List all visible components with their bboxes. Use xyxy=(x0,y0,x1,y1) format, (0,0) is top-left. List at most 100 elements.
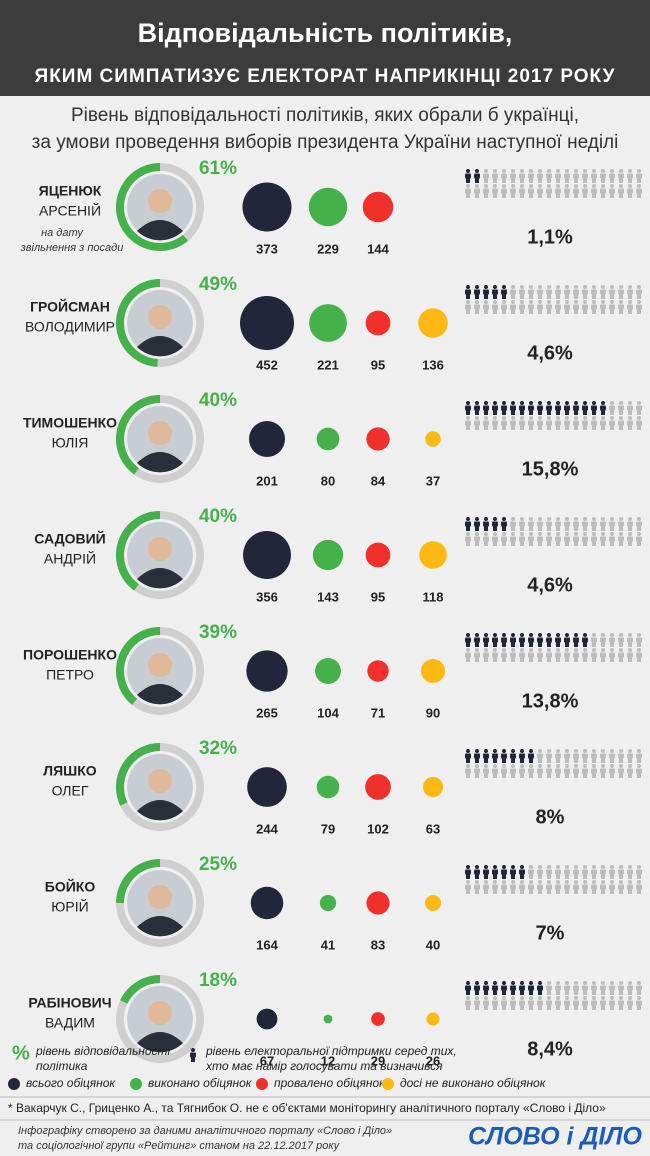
person-body xyxy=(555,637,561,643)
person-head xyxy=(484,764,488,768)
person-head xyxy=(574,865,578,869)
person-icon xyxy=(465,648,471,662)
person-legs xyxy=(574,758,578,763)
person-legs xyxy=(628,642,632,647)
person-head xyxy=(583,648,587,652)
person-legs xyxy=(592,309,596,314)
person-head xyxy=(529,184,533,188)
person-body xyxy=(483,405,489,411)
total-promises xyxy=(242,182,292,232)
person-body xyxy=(591,420,597,426)
person-legs xyxy=(565,773,569,778)
person-head xyxy=(493,517,497,521)
person-icon xyxy=(627,401,633,415)
person-body xyxy=(537,869,543,875)
person-body xyxy=(609,768,615,774)
person-icon xyxy=(573,865,579,879)
person-head xyxy=(556,996,560,1000)
person-head xyxy=(520,865,524,869)
person-icon xyxy=(573,169,579,183)
support-icon xyxy=(465,517,471,531)
person-body xyxy=(483,985,489,991)
person-body xyxy=(510,869,516,875)
person-head xyxy=(493,285,497,289)
person-icon xyxy=(564,880,570,894)
person-icon xyxy=(537,416,543,430)
person-head xyxy=(610,981,614,985)
person-body xyxy=(546,304,552,310)
person-head xyxy=(502,880,506,884)
person-body xyxy=(591,768,597,774)
person-icon xyxy=(537,517,543,531)
person-body xyxy=(546,637,552,643)
person-head xyxy=(619,996,623,1000)
completed-promises xyxy=(309,304,347,342)
person-legs xyxy=(601,425,605,430)
person-body xyxy=(600,768,606,774)
person-head xyxy=(556,517,560,521)
person-icon xyxy=(618,416,624,430)
person-legs xyxy=(565,526,569,531)
person-legs xyxy=(538,874,542,879)
person-head xyxy=(610,169,614,173)
person-body xyxy=(555,884,561,890)
person-body xyxy=(627,753,633,759)
person-legs xyxy=(547,193,551,198)
person-icon xyxy=(636,648,642,662)
person-body xyxy=(501,753,507,759)
legend-text: політика xyxy=(36,1059,88,1073)
completed-promises xyxy=(319,894,337,912)
person-head xyxy=(574,880,578,884)
person-legs xyxy=(520,758,524,763)
person-legs xyxy=(637,178,641,183)
total-count: 265 xyxy=(256,705,278,720)
person-icon xyxy=(492,184,498,198)
person-legs xyxy=(583,642,587,647)
person-legs xyxy=(583,178,587,183)
person-head xyxy=(538,517,542,521)
person-legs xyxy=(475,990,479,995)
person-legs xyxy=(484,178,488,183)
person-body xyxy=(465,1000,471,1006)
person-head xyxy=(529,416,533,420)
support-icon xyxy=(474,633,480,647)
person-body xyxy=(510,884,516,890)
person-head xyxy=(565,416,569,420)
person-head xyxy=(628,416,632,420)
person-body xyxy=(636,652,642,658)
person-legs xyxy=(610,193,614,198)
person-legs xyxy=(637,889,641,894)
person-head xyxy=(538,865,542,869)
person-body xyxy=(627,652,633,658)
support-icon xyxy=(537,401,543,415)
person-head xyxy=(493,532,497,536)
person-legs xyxy=(628,294,632,299)
person-legs xyxy=(475,178,479,183)
person-body xyxy=(609,536,615,542)
person-icon xyxy=(573,764,579,778)
support-icon xyxy=(465,169,471,183)
person-body xyxy=(483,536,489,542)
person-icon xyxy=(582,416,588,430)
support-icon xyxy=(492,285,498,299)
person-head xyxy=(493,764,497,768)
person-icon xyxy=(627,880,633,894)
person-body xyxy=(636,405,642,411)
person-legs xyxy=(610,657,614,662)
person-icon xyxy=(591,285,597,299)
person-legs xyxy=(637,193,641,198)
person-body xyxy=(465,637,471,643)
person-body xyxy=(591,652,597,658)
person-body xyxy=(627,405,633,411)
person-body xyxy=(474,536,480,542)
person-head xyxy=(637,648,641,652)
person-icon xyxy=(528,648,534,662)
person-body xyxy=(555,985,561,991)
person-icon xyxy=(519,532,525,546)
person-legs xyxy=(520,657,524,662)
person-head xyxy=(565,184,569,188)
person-body xyxy=(582,420,588,426)
person-body xyxy=(537,536,543,542)
person-head xyxy=(565,633,569,637)
person-head xyxy=(493,865,497,869)
